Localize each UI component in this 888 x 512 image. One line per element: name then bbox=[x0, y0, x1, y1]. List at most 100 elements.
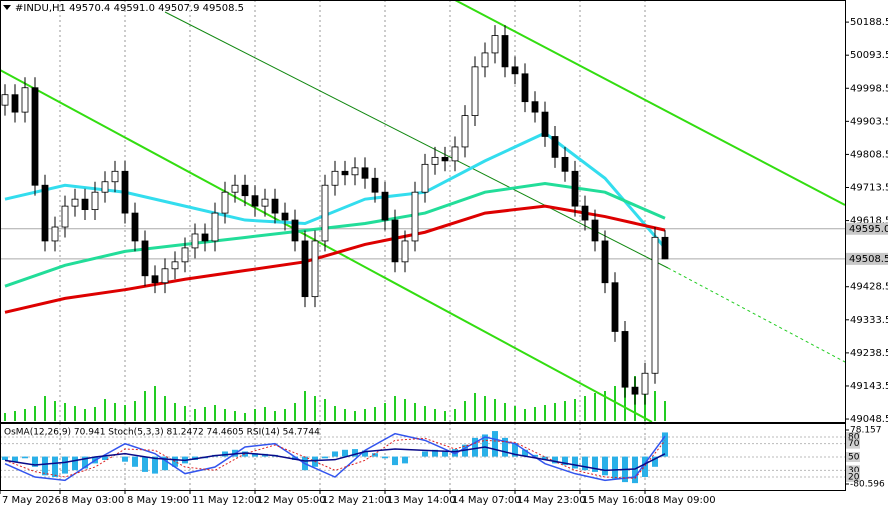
osma-bar bbox=[2, 456, 8, 460]
moving-average bbox=[4, 204, 666, 314]
osma-bar bbox=[32, 456, 38, 467]
y2-tick-box bbox=[846, 465, 860, 476]
osma-bar bbox=[162, 456, 168, 471]
osma-bar bbox=[662, 432, 668, 457]
indicator-pane-frame bbox=[0, 423, 846, 491]
candle-body bbox=[101, 181, 109, 193]
trend-line bbox=[454, 0, 846, 206]
price-line-label: 49595.0 bbox=[849, 224, 888, 235]
osma-bar bbox=[292, 456, 298, 460]
osma-bar bbox=[102, 456, 108, 460]
oscillator-line bbox=[4, 432, 666, 482]
y2-tick-box bbox=[846, 472, 860, 482]
x-tick-label: 14 May 07:00 bbox=[452, 495, 521, 506]
candle-body bbox=[231, 184, 239, 193]
candle-body bbox=[111, 170, 119, 183]
candle-body bbox=[411, 191, 419, 242]
candle-body bbox=[591, 219, 599, 242]
candle-body bbox=[661, 236, 669, 260]
osma-bar bbox=[542, 456, 548, 460]
candle-body bbox=[351, 167, 359, 176]
candle-body bbox=[381, 191, 389, 221]
y2-tick-label: 80 bbox=[848, 433, 860, 443]
osma-bar bbox=[502, 437, 508, 457]
osma-bar bbox=[482, 434, 488, 457]
candle-body bbox=[181, 247, 189, 263]
osma-bar bbox=[152, 456, 158, 474]
candle-body bbox=[571, 170, 579, 207]
moving-average bbox=[4, 181, 666, 288]
candle-body bbox=[541, 111, 549, 137]
osma-bar bbox=[472, 437, 478, 457]
osma-bar bbox=[122, 456, 128, 462]
candle-body bbox=[71, 198, 79, 207]
osma-bar bbox=[252, 453, 258, 457]
candle-body bbox=[21, 87, 29, 113]
osma-bar bbox=[402, 456, 408, 464]
osma-bar bbox=[22, 456, 28, 459]
x-tick-label: 8 May 03:00 bbox=[62, 495, 124, 506]
candle-body bbox=[161, 268, 169, 284]
candle-body bbox=[461, 115, 469, 148]
candle-body bbox=[431, 156, 439, 165]
candle-body bbox=[311, 240, 319, 298]
candle-body bbox=[341, 170, 349, 176]
candle-body bbox=[601, 240, 609, 284]
y-tick-label: 49143.5 bbox=[850, 381, 888, 392]
osma-bar bbox=[562, 456, 568, 466]
osma-bar bbox=[72, 456, 78, 471]
osma-bar bbox=[62, 456, 68, 474]
candle-body bbox=[201, 233, 209, 242]
price-line-label: 49508.5 bbox=[849, 254, 888, 265]
osma-bar bbox=[142, 456, 148, 472]
symbol-menu-arrow[interactable] bbox=[3, 5, 11, 10]
candle-body bbox=[61, 205, 69, 228]
x-tick-label: 14 May 23:00 bbox=[517, 495, 586, 506]
candle-body bbox=[391, 219, 399, 263]
y2-tick-label: 50 bbox=[848, 453, 860, 463]
candle-body bbox=[1, 94, 9, 106]
osma-bar bbox=[432, 449, 438, 457]
y-tick-label: 49903.5 bbox=[850, 116, 888, 127]
y2-tick-box bbox=[846, 438, 860, 449]
candle-body bbox=[301, 240, 309, 298]
candle-body bbox=[531, 101, 539, 113]
candle-body bbox=[241, 184, 249, 197]
y2-tick-box bbox=[846, 432, 860, 442]
x-tick-label: 11 May 12:00 bbox=[192, 495, 261, 506]
candle-body bbox=[321, 184, 329, 242]
osma-bar bbox=[172, 456, 178, 467]
indicator-title: OsMA(12,26,9) 70.941 Stoch(5,3,3) 81.247… bbox=[4, 428, 320, 438]
candle-body bbox=[361, 167, 369, 179]
y2-tick-label: 70 bbox=[848, 439, 860, 449]
indicator-pane bbox=[0, 431, 845, 484]
candle-body bbox=[211, 212, 219, 242]
y-tick-label: 49808.5 bbox=[850, 149, 888, 160]
candle-body bbox=[441, 156, 449, 162]
osma-bar bbox=[572, 456, 578, 469]
y2-tick-label: 30 bbox=[848, 466, 860, 476]
osma-bar bbox=[392, 456, 398, 466]
osma-bar bbox=[342, 449, 348, 457]
candle-body bbox=[401, 240, 409, 263]
candle-body bbox=[81, 198, 89, 211]
osma-bar bbox=[362, 450, 368, 457]
y-tick-label: 50093.5 bbox=[850, 50, 888, 61]
price-pane bbox=[1, 25, 669, 405]
oscillator-line bbox=[4, 446, 666, 472]
candle-body bbox=[641, 372, 649, 395]
candle-body bbox=[251, 195, 259, 207]
osma-bar bbox=[12, 456, 18, 462]
y-tick-label: 78.157 bbox=[850, 425, 882, 435]
y-tick-label: -80.596 bbox=[850, 480, 885, 490]
candle-body bbox=[481, 52, 489, 68]
candle-body bbox=[561, 156, 569, 172]
osma-bar bbox=[132, 456, 138, 467]
candle-body bbox=[511, 66, 519, 75]
osma-bar bbox=[532, 454, 538, 457]
x-tick-label: 12 May 21:00 bbox=[322, 495, 391, 506]
candle-body bbox=[191, 233, 199, 249]
osma-bar bbox=[382, 456, 388, 459]
candle-body bbox=[371, 177, 379, 193]
